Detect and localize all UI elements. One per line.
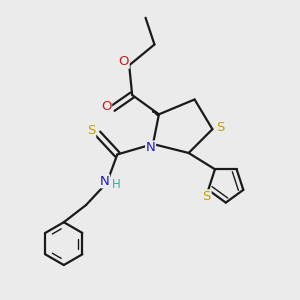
Text: S: S	[87, 124, 96, 137]
Text: O: O	[118, 55, 129, 68]
Text: N: N	[146, 141, 155, 154]
Text: H: H	[111, 178, 120, 191]
Text: O: O	[101, 100, 112, 113]
Text: S: S	[216, 121, 225, 134]
Text: S: S	[202, 190, 211, 203]
Text: N: N	[100, 175, 110, 188]
